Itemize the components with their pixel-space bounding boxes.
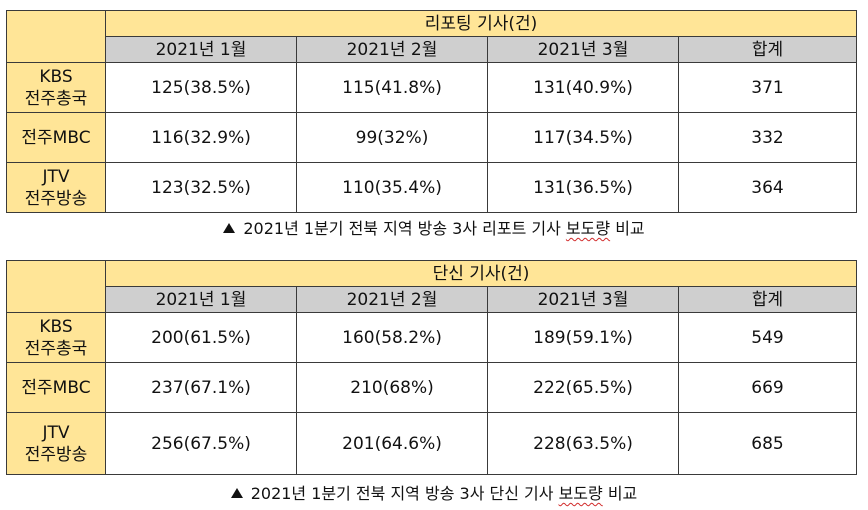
table-row: KBS 전주총국 200(61.5%) 160(58.2%) 189(59.1%… [6,312,857,363]
row-label-line2: 전주방송 [24,188,88,209]
data-cell: 200(61.5%) [105,312,297,363]
data-cell: 125(38.5%) [105,62,297,113]
column-header: 2021년 2월 [296,36,488,63]
row-label-line1: KBS [39,66,73,87]
caption-end: 비교 [607,484,638,503]
corner-cell [6,260,106,313]
table-row: 전주MBC 237(67.1%) 210(68%) 222(65.5%) 669 [6,362,857,413]
brief-articles-table: 단신 기사(건) 2021년 1월 2021년 2월 2021년 3월 합계 K… [6,260,857,475]
data-cell: 256(67.5%) [105,412,297,475]
total-cell: 371 [677,62,858,113]
data-cell: 210(68%) [296,362,488,413]
total-cell: 332 [677,112,858,163]
up-triangle-icon [230,488,243,498]
caption-end: 비교 [615,219,645,238]
row-label-line2: 전주방송 [24,444,88,465]
row-label: 전주MBC [6,362,106,413]
row-label-line1: KBS [39,316,73,337]
row-label: 전주MBC [6,112,106,163]
data-cell: 201(64.6%) [296,412,488,475]
data-cell: 222(65.5%) [487,362,679,413]
column-header: 2021년 3월 [487,36,679,63]
data-cell: 99(32%) [296,112,488,163]
column-header: 2021년 2월 [296,286,488,313]
column-header: 2021년 1월 [105,36,297,63]
table-title: 단신 기사(건) [105,260,857,287]
data-cell: 131(36.5%) [487,162,679,213]
data-cell: 228(63.5%) [487,412,679,475]
data-cell: 131(40.9%) [487,62,679,113]
data-cell: 160(58.2%) [296,312,488,363]
table-row: KBS 전주총국 125(38.5%) 115(41.8%) 131(40.9%… [6,62,858,113]
total-cell: 685 [678,412,857,475]
table-caption: 2021년 1분기 전북 지역 방송 3사 리포트 기사 보도량 비교 [0,219,868,239]
corner-cell [6,10,106,63]
row-label-line1: JTV [42,422,70,443]
caption-underlined-word: 보도량 [558,484,603,503]
column-header: 2021년 3월 [487,286,679,313]
data-cell: 123(32.5%) [105,162,297,213]
table-row: 전주MBC 116(32.9%) 99(32%) 117(34.5%) 332 [6,112,858,163]
table-caption: 2021년 1분기 전북 지역 방송 3사 단신 기사 보도량 비교 [0,484,868,504]
column-header: 합계 [677,36,858,63]
row-label-line2: 전주총국 [24,338,88,359]
column-header: 2021년 1월 [105,286,297,313]
row-label-line1: 전주MBC [21,377,91,398]
table-row: JTV 전주방송 256(67.5%) 201(64.6%) 228(63.5%… [6,412,857,475]
row-label-line1: JTV [42,166,70,187]
table-row: JTV 전주방송 123(32.5%) 110(35.4%) 131(36.5%… [6,162,858,213]
data-cell: 189(59.1%) [487,312,679,363]
caption-underlined-word: 보도량 [565,219,611,238]
caption-text: 2021년 1분기 전북 지역 방송 3사 리포트 기사 [243,219,561,238]
reporting-articles-table: 리포팅 기사(건) 2021년 1월 2021년 2월 2021년 3월 합계 … [6,10,858,213]
column-header: 합계 [678,286,857,313]
row-label: KBS 전주총국 [6,312,106,363]
table-title: 리포팅 기사(건) [104,10,858,37]
row-label: JTV 전주방송 [6,162,106,213]
caption-text: 2021년 1분기 전북 지역 방송 3사 단신 기사 [250,484,554,503]
row-label-line1: 전주MBC [21,127,91,148]
data-cell: 117(34.5%) [487,112,679,163]
total-cell: 364 [677,162,858,213]
total-cell: 669 [678,362,857,413]
row-label: KBS 전주총국 [6,62,106,113]
up-triangle-icon [223,223,236,233]
data-cell: 116(32.9%) [105,112,297,163]
data-cell: 237(67.1%) [105,362,297,413]
row-label-line2: 전주총국 [24,88,88,109]
total-cell: 549 [678,312,857,363]
data-cell: 115(41.8%) [296,62,488,113]
row-label: JTV 전주방송 [6,412,106,475]
data-cell: 110(35.4%) [296,162,488,213]
